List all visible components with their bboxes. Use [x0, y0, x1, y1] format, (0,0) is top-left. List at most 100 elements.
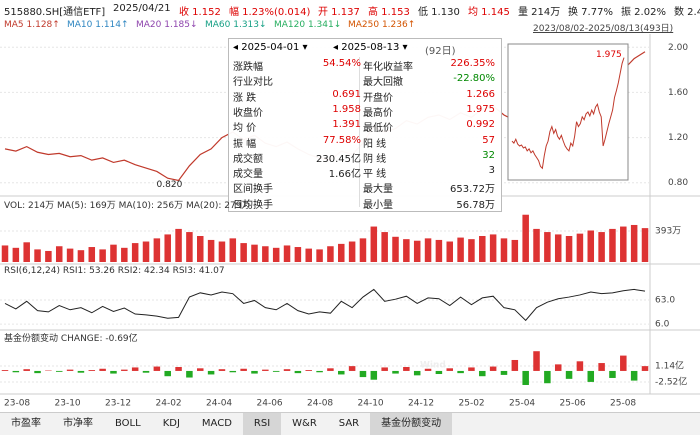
- tooltip-cell: 最小量: [363, 199, 393, 211]
- high-label: 1.975: [596, 50, 622, 60]
- x-tick-label: 23-10: [55, 399, 81, 409]
- tab[interactable]: W&R: [292, 418, 317, 429]
- ma-item: MA60 1.313↓: [205, 20, 267, 30]
- fund-bar: [66, 369, 74, 371]
- fund-bar: [34, 370, 41, 374]
- tooltip-cell: 平 线: [363, 169, 387, 181]
- fund-bar: [479, 370, 486, 377]
- header-item: 换 7.77%: [568, 7, 613, 18]
- y-tick-label: 2.00: [668, 43, 688, 53]
- volume-label: VOL: 214万 MA(5): 169万 MA(10): 256万 MA(20…: [4, 201, 251, 211]
- volume-bar: [522, 214, 529, 262]
- x-tick-label: 24-02: [156, 399, 182, 409]
- header-item: 均 1.145: [468, 7, 510, 18]
- volume-bar: [240, 243, 247, 262]
- volume-bar: [34, 249, 41, 262]
- volume-bar: [197, 236, 204, 262]
- header-item: 振 2.02%: [621, 7, 666, 18]
- fund-bar: [175, 367, 182, 371]
- volume-bar: [413, 240, 421, 262]
- fund-bar: [283, 369, 291, 371]
- volume-bar: [1, 245, 9, 262]
- fund-bar: [12, 370, 20, 373]
- tooltip-cell: 振 幅: [233, 138, 257, 150]
- header-item: 量 214万: [518, 7, 561, 18]
- x-tick-label: 23-08: [4, 399, 30, 409]
- volume-bar: [533, 228, 540, 262]
- tab[interactable]: 市盈率: [11, 418, 41, 429]
- volume-bar: [435, 239, 443, 262]
- tooltip-cell: 653.72万: [450, 184, 495, 196]
- tab[interactable]: BOLL: [115, 418, 141, 429]
- fund-bar: [424, 368, 432, 371]
- volume-bar: [609, 228, 616, 262]
- fund-bar: [413, 370, 421, 376]
- fund-bar: [23, 369, 30, 371]
- fund-bar: [229, 370, 237, 373]
- volume-bar: [164, 234, 171, 262]
- volume-bar: [186, 232, 193, 262]
- volume-bar: [544, 232, 551, 262]
- tab[interactable]: SAR: [338, 418, 360, 429]
- fund-bar: [131, 367, 139, 371]
- volume-bar: [446, 241, 453, 262]
- tab[interactable]: RSI: [242, 413, 282, 435]
- header-item: 开 1.137: [318, 7, 360, 18]
- fund-bar: [327, 368, 334, 371]
- fund-bar: [359, 370, 367, 378]
- tooltip-cell: 1.958: [332, 103, 361, 115]
- range-tooltip: ◂ 2025-04-01 ▾ ◂ 2025-08-13 ▾ (92日) 涨跌幅 5…: [228, 38, 502, 212]
- volume-bar: [77, 250, 85, 262]
- fund-bar: [348, 366, 356, 371]
- volume-bar: [45, 250, 52, 262]
- ma-item: MA5 1.128↑: [4, 20, 60, 30]
- tab[interactable]: 基金份额变动: [370, 413, 453, 435]
- tab[interactable]: MACD: [201, 418, 232, 429]
- x-tick-label: 24-06: [257, 399, 283, 409]
- tooltip-cell: -22.80%: [453, 73, 495, 85]
- indicator-tabs: 市盈率 市净率 BOLL KDJ MACD RSI W&R SAR 基金份额变动: [0, 412, 700, 435]
- volume-bar: [175, 228, 182, 262]
- tooltip-cell: 77.58%: [322, 134, 361, 146]
- fund-bar: [338, 370, 345, 375]
- tooltip-cell: 开盘价: [363, 92, 393, 104]
- volume-bar: [554, 234, 562, 262]
- range-end[interactable]: ◂ 2025-08-13 ▾: [333, 42, 408, 53]
- tab[interactable]: 市净率: [63, 418, 93, 429]
- fund-bar: [305, 370, 312, 371]
- tooltip-cell: 54.54%: [322, 58, 361, 69]
- fund-bar: [262, 369, 269, 371]
- tooltip-cell: 0.691: [332, 88, 361, 100]
- overview-box: [507, 43, 629, 181]
- x-tick-label: 25-02: [459, 399, 485, 409]
- tooltip-cell: 涨跌幅: [233, 62, 263, 73]
- tooltip-cell: 行业对比: [233, 77, 273, 89]
- volume-bar: [479, 236, 486, 262]
- tooltip-cell: 阴 线: [363, 153, 387, 165]
- volume-bar: [348, 241, 356, 262]
- y-tick-label: 1.60: [668, 88, 688, 98]
- tooltip-cell: 成交量: [233, 169, 263, 181]
- x-tick-label: 24-04: [206, 399, 232, 409]
- x-tick-label: 25-08: [610, 399, 636, 409]
- fund-bar: [403, 367, 410, 371]
- fund-bar: [500, 370, 508, 375]
- volume-bar: [88, 247, 96, 262]
- y-tick-label: 393万: [655, 227, 681, 237]
- volume-bar: [630, 224, 638, 262]
- x-tick-label: 24-10: [358, 399, 384, 409]
- tab[interactable]: KDJ: [162, 418, 180, 429]
- volume-bar: [641, 228, 649, 262]
- tooltip-cell: 均 价: [233, 123, 257, 135]
- tooltip-cell: 230.45亿: [316, 153, 361, 165]
- fund-bar: [457, 370, 464, 374]
- volume-bar: [511, 239, 519, 262]
- volume-bar: [131, 243, 139, 262]
- volume-bar: [381, 232, 388, 262]
- tooltip-cell: 最低价: [363, 123, 393, 135]
- range-start[interactable]: ◂ 2025-04-01 ▾: [233, 42, 308, 53]
- volume-bar: [403, 239, 410, 262]
- tooltip-cell: 32: [482, 149, 495, 161]
- volume-bar: [316, 249, 323, 262]
